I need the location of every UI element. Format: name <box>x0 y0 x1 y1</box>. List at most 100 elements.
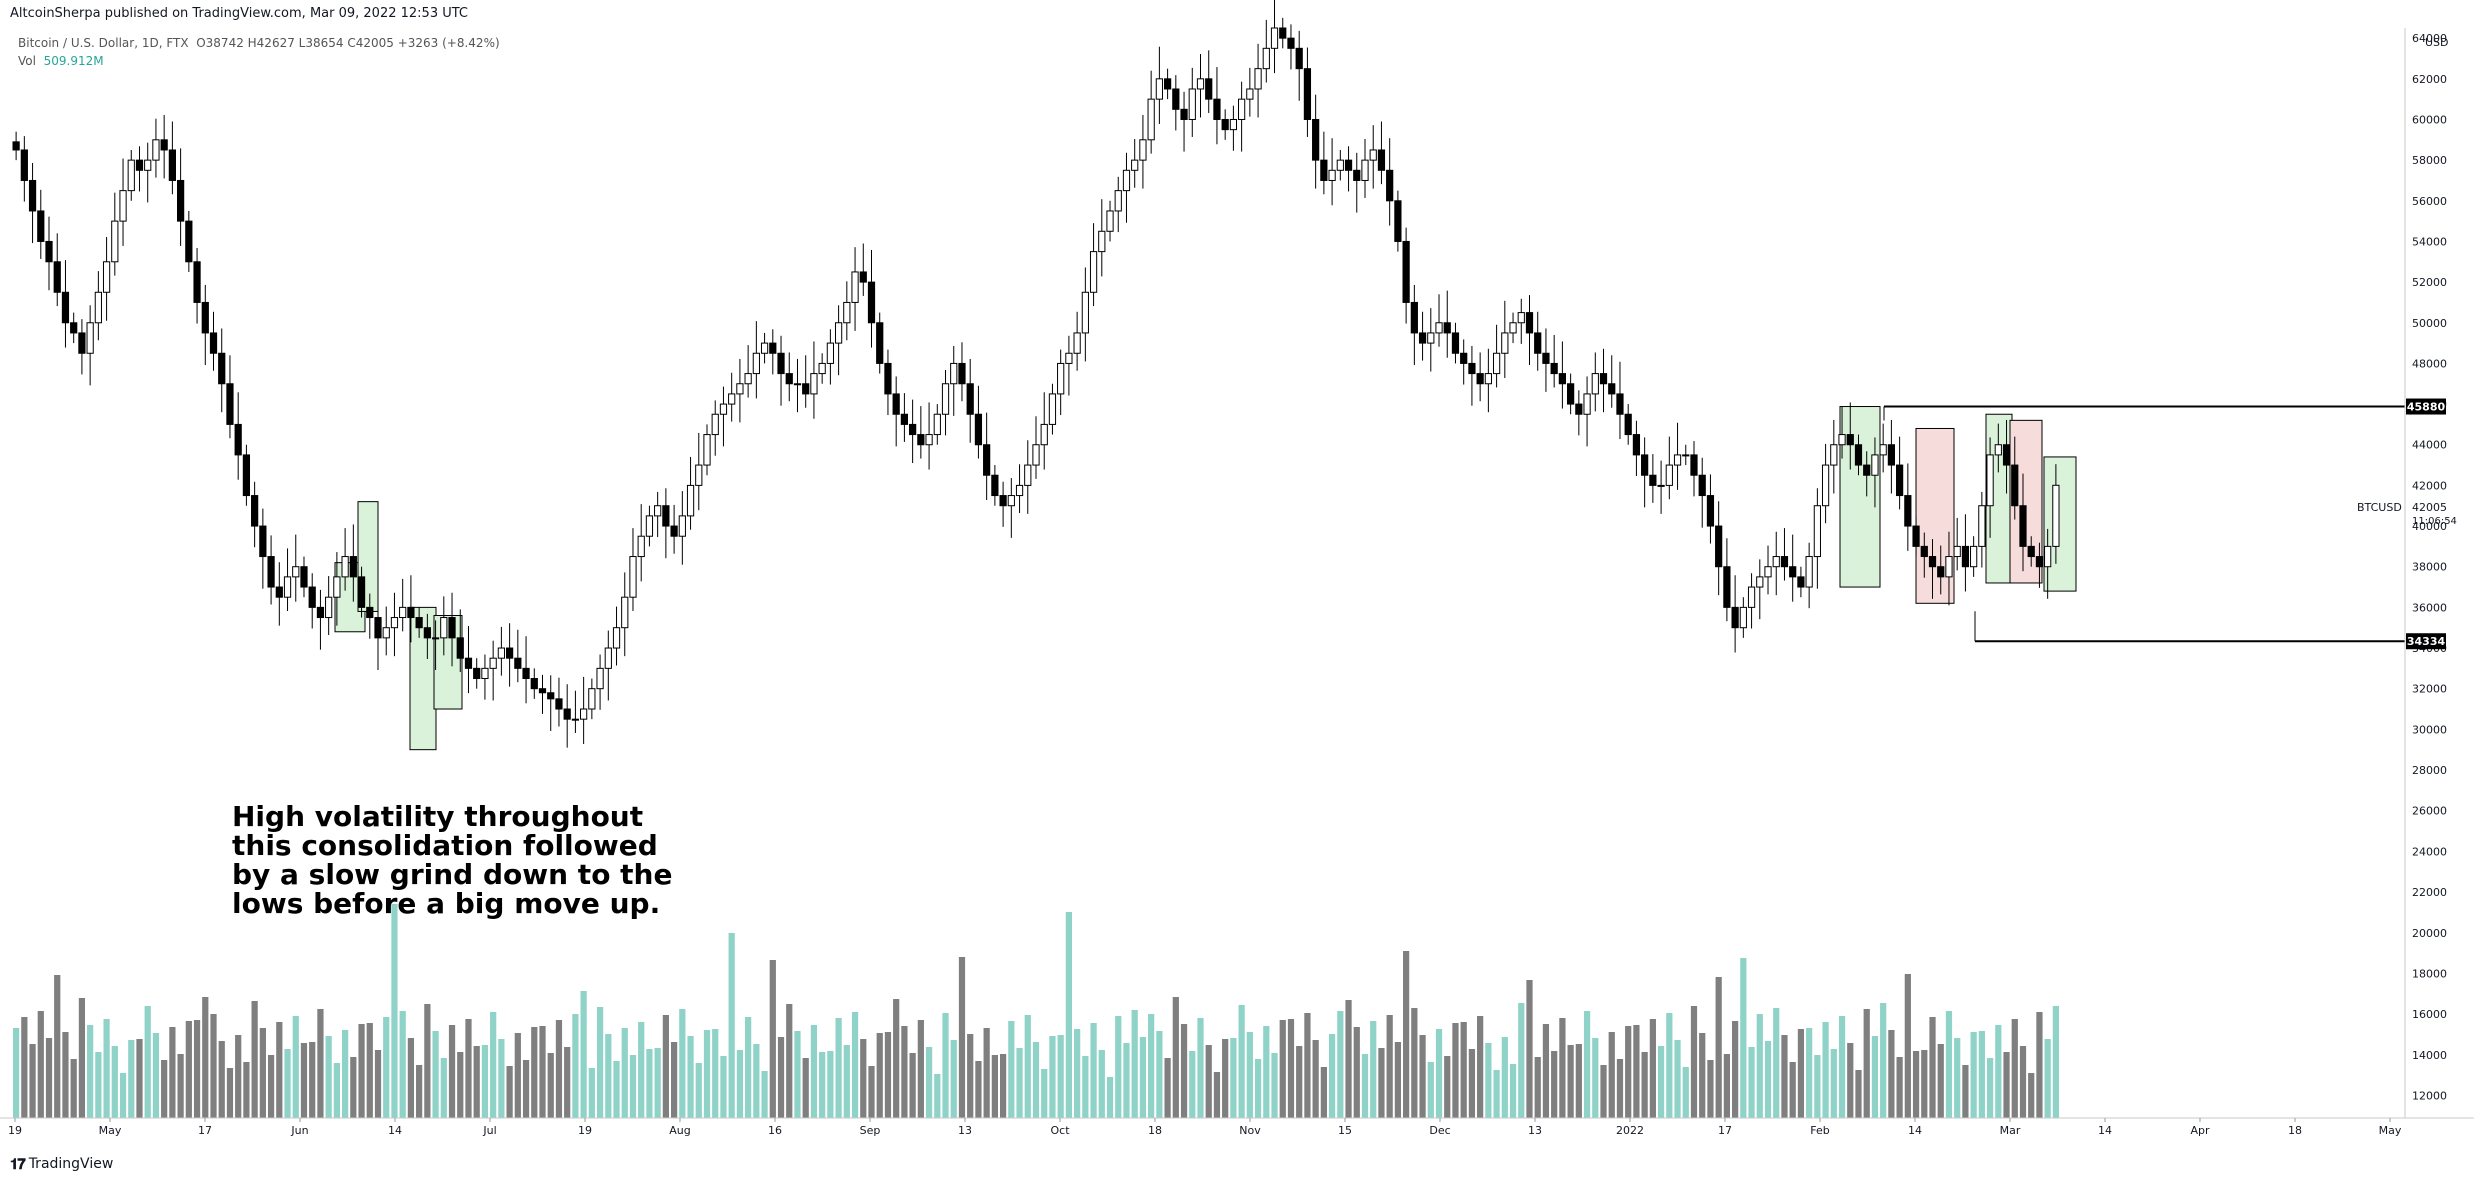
volume-bar <box>1427 1062 1434 1118</box>
volume-bar <box>983 1028 990 1118</box>
volume-bar <box>1098 1050 1105 1118</box>
candle-body <box>1813 505 1821 558</box>
price-tick-label: 22000 <box>2412 886 2447 899</box>
candle-body <box>70 322 78 334</box>
price-tick-label: 24000 <box>2412 845 2447 858</box>
level-label-box <box>2406 398 2446 415</box>
candle-body <box>1583 393 1591 415</box>
volume-bar <box>769 960 776 1118</box>
candle-body <box>20 149 28 181</box>
candle-body <box>1838 434 1846 446</box>
volume-bar <box>1123 1043 1130 1118</box>
volume-bar <box>909 1053 916 1118</box>
volume-bar <box>1764 1041 1772 1118</box>
volume-bar <box>1139 1037 1147 1118</box>
candle-body <box>2044 545 2052 568</box>
volume-bar <box>416 1065 423 1118</box>
candle-body <box>448 617 456 639</box>
volume-bar <box>1871 1036 1879 1118</box>
volume-bar <box>1666 1013 1673 1118</box>
candle-body <box>1525 312 1534 334</box>
volume-bar <box>1978 1031 1985 1118</box>
volume-bar <box>761 1071 768 1118</box>
time-tick-label: 19 <box>8 1124 22 1137</box>
time-tick-label: 17 <box>1718 1124 1732 1137</box>
volume-bar <box>1287 1019 1295 1118</box>
candle-body <box>1517 312 1525 324</box>
candle-body <box>1196 78 1205 90</box>
candle-body <box>1476 373 1484 385</box>
candle-body <box>1229 118 1238 131</box>
volume-bar <box>1386 1015 1393 1118</box>
brand-label[interactable]: TradingView <box>28 1156 114 1172</box>
volume-bar <box>1353 1027 1360 1118</box>
currency-label: USD <box>2425 36 2449 49</box>
volume-bar <box>1205 1045 1212 1118</box>
time-tick-label: Oct <box>1050 1124 1070 1137</box>
chart-legend: Bitcoin / U.S. Dollar, 1D, FTX O38742 H4… <box>18 34 500 70</box>
candle-body <box>867 281 876 324</box>
volume-bar <box>1090 1023 1097 1118</box>
candle-body <box>1723 566 1731 608</box>
volume-bar <box>21 1017 28 1118</box>
candle-body <box>703 434 711 466</box>
candle-body <box>2035 556 2044 568</box>
price-tick-label: 50000 <box>2412 317 2447 330</box>
candle-body <box>1131 159 1139 171</box>
price-tick-label: 14000 <box>2412 1049 2447 1062</box>
candle-body <box>1221 118 1229 131</box>
symbol-label[interactable]: Bitcoin / U.S. Dollar, 1D, FTX <box>18 36 189 50</box>
volume-bar <box>999 1054 1007 1118</box>
candle-body <box>1986 454 1994 507</box>
candle-body <box>275 586 283 598</box>
candle-body <box>1114 190 1122 212</box>
volume-bar <box>596 1007 604 1118</box>
candle-body <box>1336 159 1344 171</box>
volume-bar <box>2052 1006 2059 1118</box>
candlesticks <box>12 0 2060 748</box>
candle-body <box>481 667 489 680</box>
price-tick-label: 62000 <box>2412 73 2447 86</box>
volume-bar <box>1863 1009 1870 1118</box>
candle-body <box>1312 118 1320 161</box>
time-tick-label: Apr <box>2190 1124 2210 1137</box>
volume-bar <box>1180 1024 1188 1118</box>
volume-bar <box>564 1047 571 1118</box>
volume-bar <box>934 1074 941 1118</box>
time-tick-label: Sep <box>860 1124 881 1137</box>
candle-body <box>357 576 366 608</box>
volume-bar <box>1345 1000 1352 1118</box>
volume-bar <box>819 1052 826 1118</box>
candle-body <box>185 220 193 263</box>
volume-bar <box>383 1017 390 1118</box>
price-tick-label: 38000 <box>2412 561 2447 574</box>
volume-bar <box>1526 980 1533 1118</box>
candle-body <box>1106 210 1114 232</box>
candle-body <box>2011 464 2019 507</box>
candle-body <box>637 535 645 558</box>
candle-body <box>547 692 555 700</box>
candle-body <box>1295 47 1303 70</box>
volume-bar <box>95 1052 102 1118</box>
candle-body <box>102 261 111 293</box>
candle-body <box>950 362 958 385</box>
volume-bar <box>243 1062 250 1118</box>
candle-body <box>1591 373 1599 395</box>
candle-body <box>127 159 135 192</box>
price-tick-label: 64000 <box>2412 32 2447 45</box>
volume-bar <box>1312 1040 1319 1118</box>
candle-body <box>941 383 950 415</box>
candle-body <box>909 423 917 436</box>
volume-bar <box>1847 1043 1854 1118</box>
time-tick-label: 14 <box>388 1124 402 1137</box>
candle-body <box>769 342 777 354</box>
volume-bar <box>481 1045 489 1118</box>
candle-body <box>1756 576 1764 588</box>
level-label: 34334 <box>2407 635 2446 648</box>
candle-body <box>144 159 152 171</box>
candle-body <box>1139 139 1147 161</box>
candle-body <box>1451 332 1460 354</box>
volume-label[interactable]: Vol <box>18 54 36 68</box>
volume-bar <box>1148 1014 1155 1118</box>
